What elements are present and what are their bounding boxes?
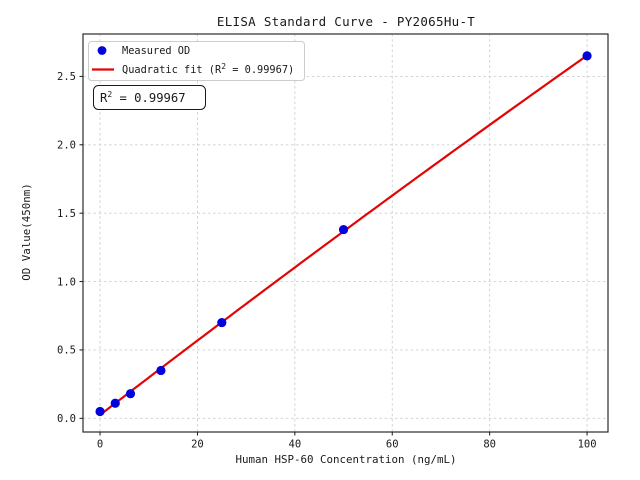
y-tick-label: 2.5: [57, 71, 76, 83]
y-tick-label: 1.5: [57, 208, 76, 220]
tick-layer: 0 20 40 60 80 100 0.0 0.5 1.0 1.5 2.0 2.5: [57, 71, 597, 450]
legend-label-measured-od: Measured OD: [122, 45, 190, 57]
data-point: [582, 51, 592, 61]
x-tick-label: 100: [578, 439, 597, 451]
x-tick-label: 20: [191, 439, 204, 451]
grid-layer: [83, 34, 608, 432]
legend: Measured OD Quadratic fit (R2 = 0.99967): [88, 41, 305, 81]
plot-border: [82, 33, 609, 433]
annotation-box: [93, 85, 206, 110]
x-tick-label: 40: [289, 439, 302, 451]
legend-label-quadratic-fit: Quadratic fit (R2 = 0.99967): [122, 62, 294, 76]
legend-frame: [88, 41, 305, 81]
data-points: [95, 51, 592, 417]
data-point: [95, 406, 105, 417]
y-tick-label: 0.0: [57, 413, 76, 425]
y-axis-label: OD Value(450nm): [20, 183, 33, 281]
y-tick-label: 2.0: [57, 140, 76, 152]
annotation-text: R2 = 0.99967: [100, 90, 186, 105]
y-tick-label: 0.5: [57, 345, 76, 357]
legend-marker-measured-od-icon: [97, 46, 107, 55]
data-point: [217, 317, 227, 328]
data-point: [110, 398, 120, 408]
x-tick-label: 80: [483, 439, 496, 451]
chart-title: ELISA Standard Curve - PY2065Hu-T: [217, 14, 475, 29]
data-point: [125, 389, 136, 399]
r-squared-annotation: R2 = 0.99967: [93, 85, 206, 110]
data-point: [338, 224, 349, 235]
x-tick-label: 60: [386, 439, 399, 451]
data-point: [156, 365, 166, 376]
x-axis-label: Human HSP-60 Concentration (ng/mL): [235, 453, 456, 466]
y-tick-label: 1.0: [57, 276, 76, 288]
x-tick-label: 0: [97, 439, 103, 451]
